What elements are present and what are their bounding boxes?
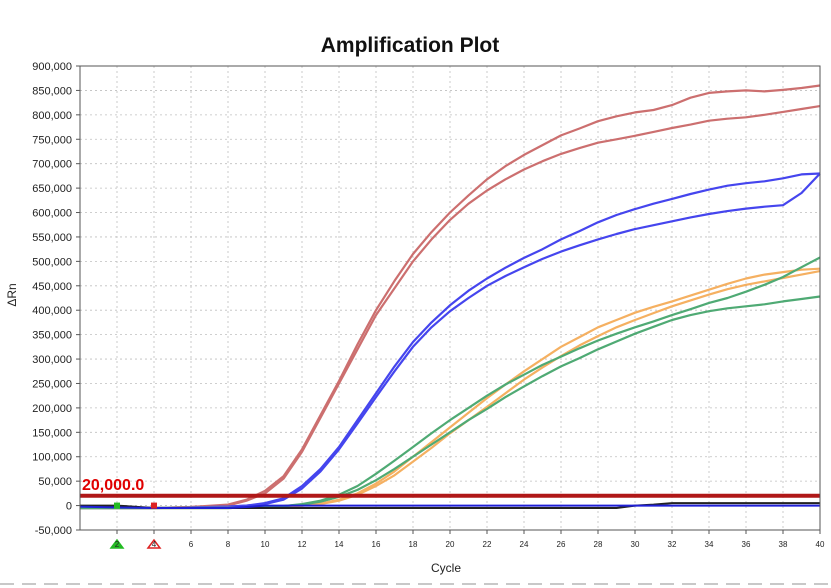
y-axis-label: ΔRn	[5, 283, 19, 306]
x-tick-label: 24	[520, 540, 529, 549]
threshold-label[interactable]: 20,000.0	[82, 477, 144, 494]
x-tick-label: 2	[115, 540, 120, 549]
y-tick-label: 400,000	[32, 305, 72, 317]
y-tick-label: 650,000	[32, 183, 72, 195]
y-tick-label: 900,000	[32, 61, 72, 73]
x-tick-label: 20	[446, 540, 455, 549]
baseline-marker-square[interactable]	[114, 502, 120, 509]
series-line-baseline-black	[80, 502, 820, 509]
baseline-marker-triangle[interactable]	[146, 538, 162, 549]
x-tick-label: 14	[335, 540, 344, 549]
x-axis-label: Cycle	[431, 561, 461, 575]
x-tick-label: 34	[705, 540, 714, 549]
y-tick-label: 250,000	[32, 378, 72, 390]
x-axis-ticks: 2 4 6 8 10 12 14 16 18 20 22 24 26 28 30 32 34 36 38 40	[115, 530, 825, 549]
x-tick-label: 12	[298, 540, 307, 549]
x-tick-label: 8	[226, 540, 231, 549]
baseline-marker-square[interactable]	[151, 502, 157, 509]
series-lines	[79, 84, 821, 510]
y-tick-label: 600,000	[32, 208, 72, 220]
x-tick-label: 38	[779, 540, 788, 549]
x-tick-label: 26	[557, 540, 566, 549]
y-tick-label: 800,000	[32, 110, 72, 122]
y-tick-label: 50,000	[38, 476, 72, 488]
x-tick-label: 18	[409, 540, 418, 549]
y-tick-label: 500,000	[32, 256, 72, 268]
x-tick-label: 4	[152, 540, 157, 549]
y-tick-label: 450,000	[32, 281, 72, 293]
series-line-baseline-blue	[79, 504, 820, 509]
x-tick-label: 28	[594, 540, 603, 549]
baseline-markers[interactable]	[109, 502, 162, 549]
series-line-blue-2	[80, 172, 821, 510]
baseline-marker-triangle[interactable]	[109, 538, 125, 549]
y-tick-label: -50,000	[35, 525, 72, 537]
y-tick-label: 750,000	[32, 134, 72, 146]
threshold[interactable]: 20,000.0	[80, 477, 820, 498]
x-tick-label: 36	[742, 540, 751, 549]
series-line-red-2	[80, 105, 821, 510]
y-tick-label: 550,000	[32, 232, 72, 244]
chart-title: Amplification Plot	[321, 34, 500, 57]
y-tick-label: 150,000	[32, 427, 72, 439]
y-tick-label: 200,000	[32, 403, 72, 415]
x-tick-label: 22	[483, 540, 492, 549]
y-tick-label: 850,000	[32, 85, 72, 97]
y-tick-label: 100,000	[32, 452, 72, 464]
series-line-red-1	[80, 84, 821, 510]
y-axis-ticks: -50,000 0 50,000 100,000 150,000 200,000 250,0…	[32, 61, 80, 537]
x-tick-label: 10	[261, 540, 270, 549]
x-tick-label: 30	[631, 540, 640, 549]
y-tick-label: 350,000	[32, 330, 72, 342]
x-tick-label: 40	[816, 540, 825, 549]
x-tick-label: 32	[668, 540, 677, 549]
y-tick-label: 300,000	[32, 354, 72, 366]
x-tick-label: 6	[189, 540, 194, 549]
y-tick-label: 0	[66, 501, 72, 513]
y-tick-label: 700,000	[32, 159, 72, 171]
x-tick-label: 16	[372, 540, 381, 549]
